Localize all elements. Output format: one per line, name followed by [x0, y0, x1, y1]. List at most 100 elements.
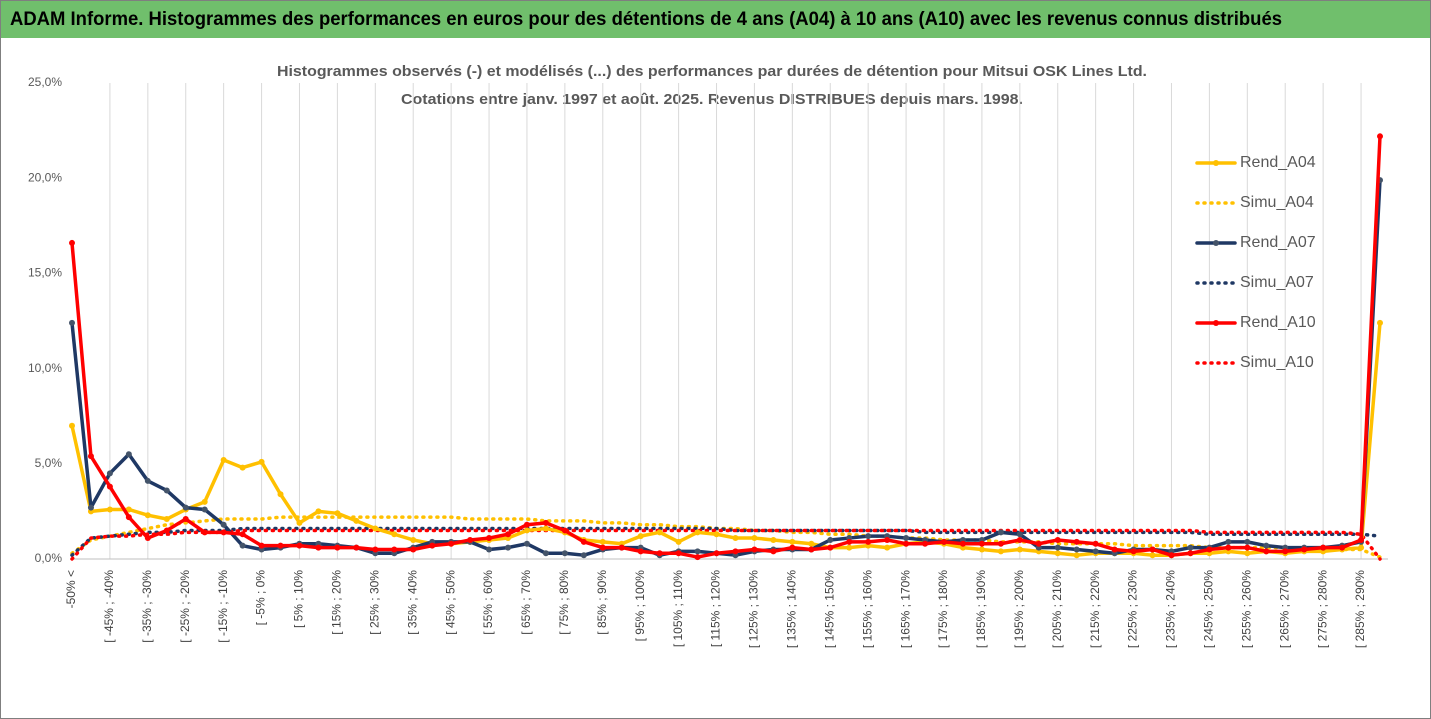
point: [1187, 544, 1194, 551]
point: [732, 548, 739, 555]
point: [69, 239, 75, 246]
point: [69, 422, 75, 429]
legend-label: Rend_A07: [1240, 234, 1316, 251]
x-tick-label: [ -15% ; -10%: [216, 570, 230, 643]
point: [542, 525, 549, 532]
point: [884, 536, 891, 543]
point: [959, 540, 966, 547]
point: [505, 531, 511, 538]
point: [637, 533, 644, 540]
legend-label: Rend_A10: [1240, 314, 1316, 331]
point: [656, 550, 663, 557]
point: [1054, 544, 1061, 551]
y-tick-label: 10,0%: [28, 361, 62, 375]
x-tick-label: [ -25% ; -20%: [178, 570, 192, 643]
point: [580, 538, 587, 545]
point: [1149, 552, 1156, 559]
point: [694, 529, 701, 536]
point: [296, 519, 303, 526]
point: [1358, 536, 1365, 543]
point: [1339, 544, 1346, 551]
point: [410, 536, 417, 543]
legend-marker: [1213, 320, 1219, 326]
point: [334, 544, 341, 551]
x-tick-label: [ -35% ; -30%: [140, 570, 154, 643]
x-tick-label: [ -5% ; 0%: [254, 570, 268, 626]
y-tick-label: 20,0%: [28, 170, 62, 184]
point: [163, 527, 170, 534]
banner-text: ADAM Informe. Histogrammes des performan…: [10, 9, 1282, 30]
point: [694, 548, 701, 555]
x-tick-label: [ 105% ; 110%: [671, 570, 685, 647]
point: [69, 319, 75, 326]
x-tick-label: [ 175% ; 180%: [936, 570, 950, 648]
point: [296, 542, 303, 549]
point: [1054, 536, 1061, 543]
series-line: [70, 134, 1382, 559]
point: [353, 517, 360, 524]
point: [1358, 544, 1365, 551]
x-tick-label: [ 235% ; 240%: [1164, 570, 1178, 648]
point: [1016, 536, 1023, 543]
point: [372, 525, 379, 532]
point: [258, 458, 265, 465]
point: [1244, 550, 1251, 557]
series-line: [70, 526, 1382, 557]
legend-label: Simu_A04: [1240, 194, 1314, 211]
x-tick-label: [ 25% ; 30%: [367, 570, 381, 635]
point: [163, 487, 170, 494]
point: [1111, 546, 1118, 553]
x-tick-label: [ 145% ; 150%: [822, 570, 836, 648]
point: [903, 540, 910, 547]
point: [1301, 546, 1308, 553]
point: [580, 552, 587, 559]
point: [561, 550, 568, 557]
series-line: [70, 321, 1382, 557]
y-tick-label: 25,0%: [28, 75, 62, 89]
point: [239, 531, 246, 538]
point: [523, 521, 530, 528]
point: [163, 516, 170, 523]
point: [846, 544, 853, 551]
series-line: [70, 515, 1382, 559]
point: [732, 535, 739, 542]
point: [125, 514, 132, 521]
y-tick-label: 0,0%: [35, 551, 63, 565]
point: [144, 512, 151, 519]
point: [978, 540, 985, 547]
x-tick-label: [ 5% ; 10%: [292, 570, 306, 628]
point: [448, 540, 455, 547]
point: [106, 483, 113, 490]
point: [1073, 538, 1080, 545]
point: [808, 546, 815, 553]
point: [182, 516, 189, 523]
point: [827, 536, 834, 543]
point: [1187, 550, 1194, 557]
point: [997, 529, 1004, 536]
point: [315, 544, 322, 551]
point: [713, 550, 720, 557]
point: [789, 544, 796, 551]
point: [637, 548, 644, 555]
point: [1035, 540, 1042, 547]
point: [523, 527, 530, 534]
point: [201, 529, 208, 536]
point: [1244, 538, 1251, 545]
series-line: [70, 528, 1382, 561]
point: [827, 544, 834, 551]
point: [1244, 544, 1251, 551]
x-tick-label: [ 225% ; 230%: [1126, 570, 1140, 648]
point: [1092, 548, 1099, 555]
point: [315, 508, 322, 515]
x-tick-label: [ 155% ; 160%: [860, 570, 874, 648]
point: [334, 510, 341, 517]
point: [182, 504, 189, 511]
point: [1168, 552, 1175, 559]
point: [770, 536, 777, 543]
point: [144, 477, 151, 484]
x-tick-label: [ 265% ; 270%: [1277, 570, 1291, 648]
x-tick-label: [ 135% ; 140%: [785, 570, 799, 648]
point: [542, 519, 549, 526]
x-tick-label: [ 195% ; 200%: [1012, 570, 1026, 648]
